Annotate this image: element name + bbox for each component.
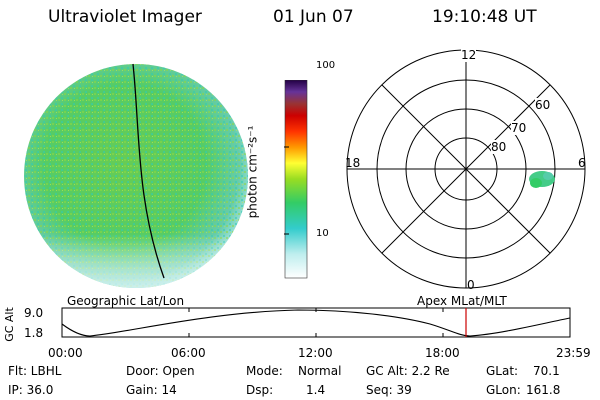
info-ip: IP: 36.0 [8,383,54,397]
info-glon-label: GLon: [486,383,521,397]
info-dsp-value: 1.4 [306,383,326,397]
geographic-image [24,63,248,288]
altplot-xtick-0600: 06:00 [171,346,206,360]
info-flt: Flt: LBHL [8,364,62,378]
info-dsp-label: Dsp: [246,383,274,397]
colorbar-tick-10: 10 [316,228,329,239]
altplot-ytick-high: 9.0 [24,306,44,320]
mlat-label-60: 60 [535,98,551,112]
apex-caption: Apex MLat/MLT [417,294,507,308]
colorbar-unit-label: photon cm⁻²s⁻¹ [245,125,260,219]
info-glat-value: 70.1 [533,364,560,378]
geographic-caption: Geographic Lat/Lon [67,294,185,308]
time-label: 19:10:48 UT [432,7,537,27]
mlt-label-12: 12 [461,48,477,62]
mlat-label-80: 80 [491,140,507,154]
instrument-title: Ultraviolet Imager [48,7,202,27]
mlt-label-6: 6 [578,156,586,170]
info-mode-value: Normal [298,364,342,378]
altitude-timeline [61,307,571,338]
date-label: 01 Jun 07 [273,7,354,27]
info-glat-label: GLat: [486,364,519,378]
mlat-label-70: 70 [511,121,527,135]
terminator-line [132,63,165,279]
info-glon-value: 161.8 [526,383,561,397]
altitude-curve [61,309,571,337]
info-seq: Seq: 39 [366,383,412,397]
colorbar-tick-100: 100 [316,60,336,71]
polar-plot [346,49,586,289]
colorbar [284,80,308,279]
altplot-ytick-low: 1.8 [24,326,44,340]
info-gain: Gain: 14 [126,383,177,397]
info-gcalt: GC Alt: 2.2 Re [366,364,450,378]
altplot-ylabel: GC Alt [2,307,16,342]
altplot-xtick-1800: 18:00 [425,346,460,360]
altplot-xtick-0000: 00:00 [48,346,83,360]
mlt-label-0: 0 [467,278,475,292]
aurora-spot [529,171,555,188]
mlt-label-18: 18 [345,156,361,170]
altplot-xtick-1200: 12:00 [298,346,333,360]
info-mode-label: Mode: [246,364,283,378]
altplot-xtick-2359: 23:59 [556,346,591,360]
info-door: Door: Open [126,364,195,378]
